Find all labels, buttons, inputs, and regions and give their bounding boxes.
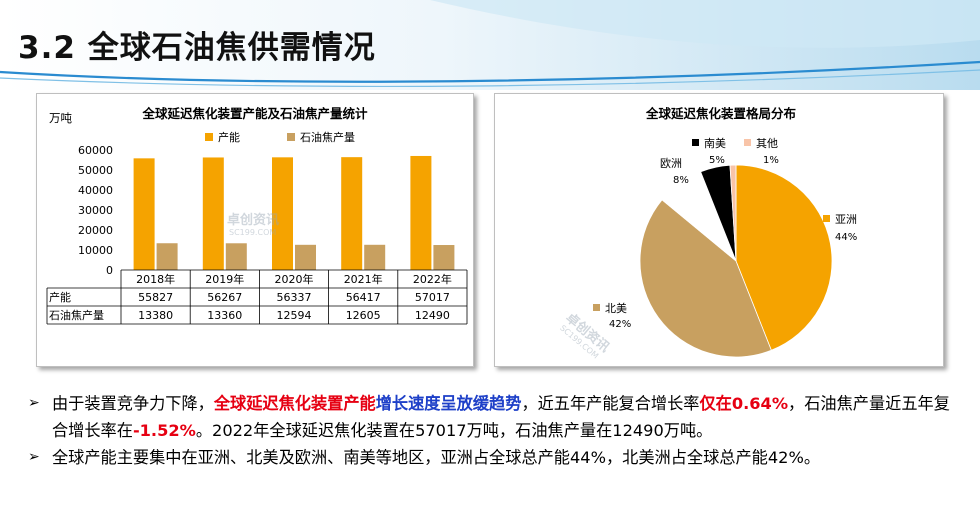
pie-slice-value: 5%	[709, 155, 725, 166]
bullet-text-part: 。2022年全球延迟焦化装置在57017万吨，石油焦产量在12490万吨。	[195, 421, 713, 440]
pie-slice-value: 44%	[835, 232, 857, 243]
watermark-brand: 卓创资讯	[227, 212, 279, 228]
table-cell-value: 57017	[415, 291, 450, 304]
highlight-red-text: 全球延迟焦化装置产能	[213, 394, 376, 413]
x-tick-label: 2019年	[205, 272, 244, 286]
table-cell-value: 13360	[207, 309, 242, 322]
y-tick-label: 50000	[78, 164, 113, 177]
capacity-production-chart-panel: 全球延迟焦化装置产能及石油焦产量统计 万吨 产能 石油焦产量 0 10000 20000 30…	[36, 93, 474, 367]
y-tick-label: 60000	[78, 144, 113, 157]
pie-slice-value: 42%	[609, 319, 631, 330]
bar-production	[433, 245, 455, 270]
y-tick-label: 0	[106, 264, 113, 277]
pie-slice-value: 1%	[763, 155, 779, 166]
legend-label: 石油焦产量	[300, 130, 355, 144]
bar-production	[295, 244, 316, 270]
x-tick-label: 2020年	[275, 272, 314, 286]
bar-capacity	[202, 157, 224, 270]
watermark-url: SC199.COM	[229, 228, 276, 237]
table-cell-value: 56267	[207, 291, 242, 304]
bullet-arrow-icon: ➢	[28, 395, 40, 411]
y-tick-label: 10000	[78, 244, 113, 257]
table-cell-value: 13380	[138, 309, 173, 322]
bar-production	[156, 243, 178, 270]
x-tick-label: 2022年	[413, 272, 452, 286]
summary-bullets: ➢ 由于装置竞争力下降，全球延迟焦化装置产能增长速度呈放缓趋势，近五年产能复合增…	[28, 390, 958, 471]
pie-slice	[735, 164, 833, 351]
header-background	[0, 0, 980, 90]
legend-label: 产能	[218, 130, 240, 144]
page-title: 3.2 全球石油焦供需情况	[18, 30, 376, 66]
table-row-header: 石油焦产量	[49, 308, 104, 322]
bar-production	[364, 244, 386, 270]
chart-legend: 产能 石油焦产量	[205, 130, 355, 144]
y-tick-label: 20000	[78, 224, 113, 237]
chart-title: 全球延迟焦化装置产能及石油焦产量统计	[141, 106, 368, 121]
bullet-text-part: ，近五年产能复合增长率	[521, 394, 700, 413]
table-cell-value: 55827	[138, 291, 173, 304]
bullet-item-1: ➢ 由于装置竞争力下降，全球延迟焦化装置产能增长速度呈放缓趋势，近五年产能复合增…	[28, 390, 958, 444]
pie-slice	[729, 164, 737, 262]
pie-label-swatch	[823, 215, 830, 222]
table-cell-value: 12605	[346, 309, 381, 322]
table-cell-value: 56337	[277, 291, 312, 304]
pie-slice-name: 其他	[756, 137, 778, 150]
pie-label-swatch	[744, 139, 751, 146]
bullet-item-2: ➢ 全球产能主要集中在亚洲、北美及欧洲、南美等地区，亚洲占全球总产能44%，北美…	[28, 444, 958, 471]
pie-slice	[639, 199, 772, 358]
legend-swatch	[287, 133, 295, 141]
pie-label-swatch	[593, 304, 600, 311]
bullet-arrow-icon: ➢	[28, 449, 40, 465]
highlight-red-text: 仅在0.64%	[699, 394, 789, 413]
x-tick-label: 2018年	[136, 272, 175, 286]
bullet-text-part: 由于装置竞争力下降，	[52, 394, 214, 413]
y-tick-label: 40000	[78, 184, 113, 197]
regional-distribution-chart-panel: 全球延迟焦化装置格局分布亚洲 44% 北美 42% 欧洲 8% 南美 5% 其他 1% 卓创资讯 SC…	[494, 93, 944, 367]
table-cell-value: 56417	[346, 291, 381, 304]
bar-capacity	[341, 157, 363, 270]
table-row-header: 产能	[49, 290, 71, 304]
highlight-blue-text: 增长速度呈放缓趋势	[375, 394, 522, 413]
table-cell-value: 12490	[415, 309, 450, 322]
pie-label-swatch	[692, 139, 699, 146]
pie-slice-name: 欧洲	[660, 157, 682, 170]
bar-capacity	[410, 155, 432, 270]
pie-slice-name: 亚洲	[835, 213, 857, 226]
pie-slice-value: 8%	[673, 175, 689, 186]
bullet-text: 全球产能主要集中在亚洲、北美及欧洲、南美等地区，亚洲占全球总产能44%，北美洲占…	[52, 448, 821, 467]
data-table	[46, 269, 468, 325]
table-cell-value: 12594	[277, 309, 312, 322]
bar-production	[225, 243, 247, 270]
bar-capacity	[133, 158, 155, 270]
bullet-text: 由于装置竞争力下降，全球延迟焦化装置产能增长速度呈放缓趋势，近五年产能复合增长率…	[52, 394, 950, 440]
y-axis-unit-label: 万吨	[49, 111, 72, 125]
chart-title: 全球延迟焦化装置格局分布	[645, 106, 797, 121]
pie-slice-name: 北美	[605, 302, 627, 315]
pie-slice-name: 南美	[704, 137, 726, 150]
bullet-text-part: ，石油焦产量近五年复合增长率在	[52, 394, 950, 440]
y-tick-label: 30000	[78, 204, 113, 217]
legend-swatch	[205, 133, 213, 141]
x-tick-label: 2021年	[344, 272, 383, 286]
bar-capacity	[272, 157, 293, 270]
highlight-red-text: -1.52%	[132, 421, 196, 440]
